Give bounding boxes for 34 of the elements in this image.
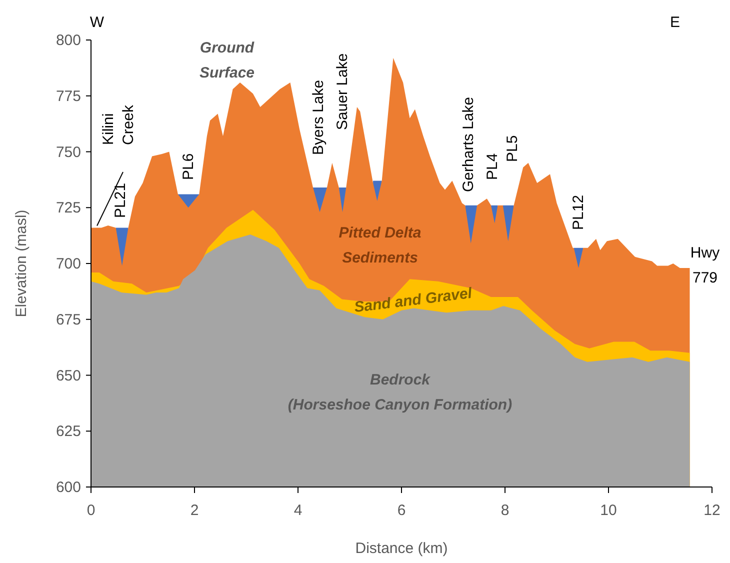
x-tick-label: 0 (86, 502, 96, 519)
annotation: PL4 (484, 153, 501, 180)
x-tick-label: 4 (294, 502, 302, 519)
annotation: Gerharts Lake (460, 96, 477, 192)
annotation: Ground Surface (199, 40, 255, 82)
y-tick-label: 600 (56, 479, 81, 496)
annotation: Sauer Lake (334, 53, 351, 130)
y-tick-label: 625 (56, 423, 81, 440)
x-tick-label: 6 (397, 502, 406, 519)
y-tick-label: 650 (56, 367, 81, 384)
text: W (90, 14, 105, 31)
annotation: Hwy 779 (690, 244, 720, 286)
x-axis-title: Distance (km) (355, 540, 448, 557)
y-tick-label: 675 (56, 311, 81, 328)
annotation: PL21 (112, 182, 129, 218)
y-tick-label: 725 (56, 200, 81, 217)
annotation: PL5 (504, 135, 521, 162)
annotation: Bedrock (Horseshoe Canyon Formation) (288, 372, 512, 414)
annotation: Kilini Creek (100, 104, 137, 145)
text: E (670, 14, 680, 31)
y-tick-label: 800 (56, 32, 81, 49)
x-tick-label: 10 (600, 502, 617, 519)
x-tick-label: 8 (500, 502, 510, 519)
y-axis-title: Elevation (masl) (13, 210, 30, 318)
annotation: PL6 (180, 153, 197, 180)
y-tick-label: 775 (56, 88, 81, 105)
annotation: Byers Lake (310, 80, 327, 155)
y-tick-label: 700 (56, 256, 81, 272)
y-tick-label: 750 (56, 144, 81, 161)
annotation: Pitted Delta Sediments (338, 224, 422, 266)
annotation: Sand and Gravel (353, 284, 474, 316)
x-tick-label: 12 (704, 502, 720, 519)
x-tick-label: 2 (190, 502, 199, 519)
annotation: PL12 (570, 194, 587, 230)
